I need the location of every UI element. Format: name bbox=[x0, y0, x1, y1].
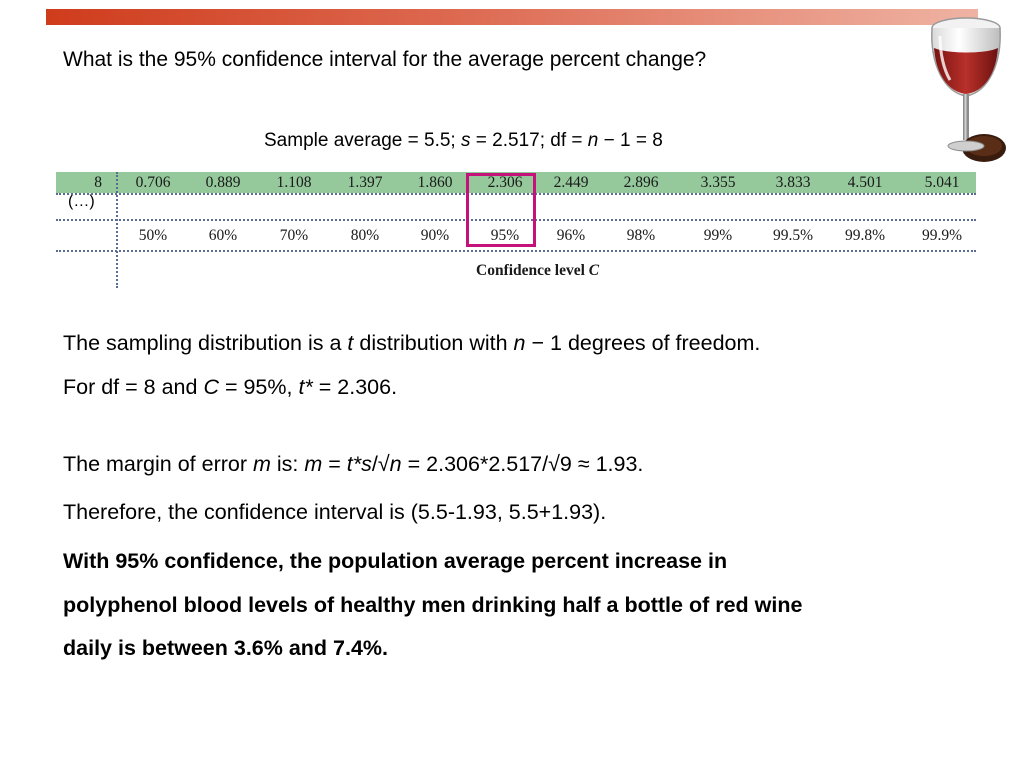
confidence-level-cell: 90% bbox=[420, 227, 450, 244]
confidence-level-cell: 99% bbox=[703, 227, 733, 244]
line-part: is: bbox=[270, 452, 305, 476]
line-part: = 2.306*2.517/√9 ≈ 1.93. bbox=[401, 452, 644, 476]
table-divider bbox=[56, 219, 976, 221]
t-star-s-variable: t*s bbox=[346, 452, 372, 476]
confidence-level-cell: 70% bbox=[279, 227, 309, 244]
question-text: What is the 95% confidence interval for … bbox=[63, 48, 707, 71]
t-value-cell: 1.397 bbox=[347, 174, 383, 191]
t-value-cell: 1.860 bbox=[417, 174, 453, 191]
table-divider-vertical bbox=[116, 172, 118, 288]
sample-part: − 1 = 8 bbox=[598, 130, 663, 151]
t-table-image: 8 0.706 0.889 1.108 1.397 1.860 2.306 2.449 2.8… bbox=[56, 172, 976, 288]
n-variable: n bbox=[389, 452, 402, 476]
confidence-level-cell: 50% bbox=[138, 227, 168, 244]
m-variable: m bbox=[252, 452, 271, 476]
line-part: The margin of error bbox=[63, 452, 253, 476]
table-divider bbox=[56, 250, 976, 252]
conclusion-line: polyphenol blood levels of healthy men d… bbox=[63, 593, 803, 617]
m-variable: m bbox=[304, 452, 323, 476]
t-value-cell: 3.833 bbox=[775, 174, 811, 191]
t-value-cell: 1.108 bbox=[276, 174, 312, 191]
t-value-cell: 2.449 bbox=[553, 174, 589, 191]
conclusion-line: daily is between 3.6% and 7.4%. bbox=[63, 636, 389, 660]
line-part: The sampling distribution is a bbox=[63, 331, 348, 355]
margin-of-error-line: The margin of error m is: m = t*s/√n = 2… bbox=[63, 452, 643, 477]
n-variable: n bbox=[587, 130, 599, 151]
confidence-level-cell: 99.9% bbox=[921, 227, 963, 244]
sample-statistics: Sample average = 5.5; s = 2.517; df = n … bbox=[264, 130, 663, 152]
line-part: = 2.306. bbox=[312, 375, 398, 399]
t-value-cell: 2.306 bbox=[487, 174, 523, 191]
confidence-level-cell: 99.5% bbox=[772, 227, 814, 244]
confidence-level-cell: 98% bbox=[626, 227, 656, 244]
confidence-level-cell: 99.8% bbox=[844, 227, 886, 244]
t-value-cell: 5.041 bbox=[924, 174, 960, 191]
df-row bbox=[56, 172, 976, 193]
confidence-level-cell: 60% bbox=[208, 227, 238, 244]
confidence-interval-line: Therefore, the confidence interval is (5… bbox=[63, 500, 607, 524]
confidence-level-cell: 96% bbox=[556, 227, 586, 244]
highlight-95-box bbox=[466, 173, 536, 247]
c-variable: C bbox=[588, 262, 600, 279]
n-variable: n bbox=[513, 331, 526, 355]
table-divider bbox=[56, 193, 976, 195]
confidence-level-cell: 95% bbox=[490, 227, 520, 244]
confidence-caption: Confidence level C bbox=[476, 262, 599, 280]
confidence-level-cell: 80% bbox=[350, 227, 380, 244]
t-variable: t bbox=[347, 331, 354, 355]
t-value-cell: 0.889 bbox=[205, 174, 241, 191]
t-value-cell: 4.501 bbox=[847, 174, 883, 191]
caption-text: Confidence level bbox=[476, 262, 589, 279]
top-accent-bar bbox=[46, 9, 978, 25]
sample-part: Sample average = 5.5; bbox=[264, 130, 461, 151]
df-label: 8 bbox=[94, 174, 102, 191]
line-part: − 1 degrees of freedom. bbox=[525, 331, 761, 355]
t-value-cell: 3.355 bbox=[700, 174, 736, 191]
ellipsis-text: (…) bbox=[68, 193, 95, 210]
line-part: distribution with bbox=[353, 331, 514, 355]
t-star-variable: t* bbox=[298, 375, 313, 399]
wine-glass-icon bbox=[931, 17, 1006, 162]
s-variable: s bbox=[461, 130, 471, 151]
conclusion-line: With 95% confidence, the population aver… bbox=[63, 549, 728, 573]
line-part: /√ bbox=[371, 452, 390, 476]
t-value-cell: 2.896 bbox=[623, 174, 659, 191]
sample-part: = 2.517; df = bbox=[470, 130, 588, 151]
line-part: For df = 8 and bbox=[63, 375, 204, 399]
line-part: = bbox=[322, 452, 347, 476]
line-part: = 95%, bbox=[218, 375, 299, 399]
distribution-line: The sampling distribution is a t distrib… bbox=[63, 331, 760, 356]
t-value-cell: 0.706 bbox=[135, 174, 171, 191]
c-variable: C bbox=[203, 375, 219, 399]
critical-value-line: For df = 8 and C = 95%, t* = 2.306. bbox=[63, 375, 397, 400]
